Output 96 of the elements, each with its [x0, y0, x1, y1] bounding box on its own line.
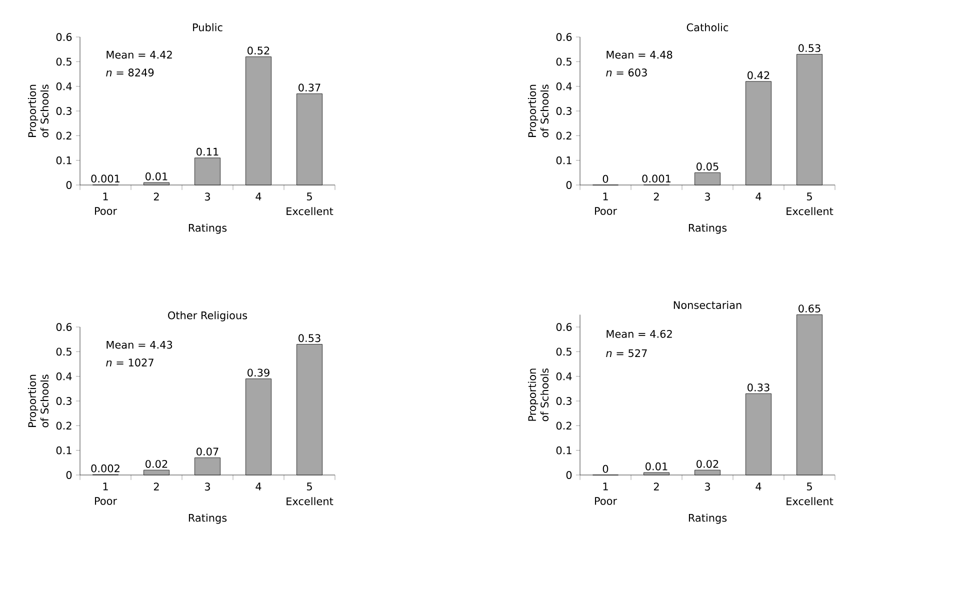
data-label: 0.001 [91, 174, 120, 183]
data-label: 0.01 [646, 462, 668, 470]
text: Poor [95, 497, 118, 505]
y-tick-label: 0.4 [56, 82, 72, 90]
data-label: 0.02 [146, 460, 168, 468]
text: Poor [595, 497, 618, 505]
x-tick-label: 5 [806, 482, 812, 490]
y-tick-label: 0.2 [56, 132, 72, 140]
x-tick-label: 4 [756, 482, 762, 490]
x-tick-label: 2 [654, 482, 659, 490]
data-label: 0.33 [748, 384, 770, 392]
y-axis-title: Proportion of Schools [28, 84, 49, 138]
data-label: 0.53 [798, 44, 820, 52]
chart-title: Other Religious [168, 311, 248, 322]
y-tick-label: 0.2 [556, 422, 572, 430]
data-label: 0.02 [696, 460, 718, 468]
x-tick-label: 3 [704, 192, 710, 201]
data-label: 0.002 [91, 464, 120, 472]
data-label: 0.07 [196, 448, 218, 456]
x-tick-label: 3 [204, 482, 210, 491]
y-tick-label: 0.3 [56, 107, 72, 115]
x-tick-label: 4 [756, 192, 762, 200]
x-tick-label: 1 [103, 192, 108, 200]
data-label: 0.39 [248, 368, 270, 377]
y-tick-label: 0.6 [56, 33, 72, 41]
y-tick-label: 0.3 [56, 397, 72, 405]
x-tick-label: 1 [603, 192, 608, 200]
data-label: 0.001 [642, 174, 671, 183]
x-tick-label: 4 [256, 192, 262, 200]
annotation: n = 527 [606, 349, 647, 358]
x-tick-label: 5 [306, 482, 312, 490]
x-axis-title: Ratings [688, 224, 727, 234]
x-tick-label: 1 [603, 482, 608, 490]
y-tick-label: 0 [66, 471, 72, 479]
y-tick-label: 0.6 [556, 33, 572, 41]
x-tick-label: 2 [154, 192, 159, 200]
data-label: 0.01 [146, 172, 168, 180]
data-label: 0.52 [248, 46, 270, 55]
x-tick-label: 5 [806, 192, 812, 200]
chart-title: Catholic [686, 23, 728, 32]
text: Excellent [786, 497, 834, 506]
y-tick-label: 0 [566, 181, 572, 189]
y-tick-label: 0.1 [56, 156, 72, 164]
x-tick-label: 5 [306, 192, 312, 200]
text: Excellent [786, 207, 834, 216]
y-tick-label: 0.5 [56, 58, 72, 66]
annotation: Mean = 4.48 [606, 50, 672, 59]
y-tick-label: 0.5 [556, 348, 572, 356]
y-tick-label: 0.1 [556, 156, 572, 164]
text: Excellent [286, 497, 334, 506]
y-tick-label: 0.1 [56, 446, 72, 454]
chart-title: Nonsectarian [674, 300, 742, 309]
data-label: 0.53 [298, 334, 320, 342]
data-label: 0 [602, 174, 608, 183]
y-axis-title: Proportion of Schools [528, 368, 549, 422]
x-tick-label: 2 [654, 192, 659, 200]
text: Poor [95, 207, 118, 215]
text: Excellent [286, 207, 334, 216]
y-axis-title: Proportion of Schools [28, 374, 49, 428]
annotation: Mean = 4.43 [106, 340, 172, 349]
y-tick-label: 0.5 [556, 58, 572, 66]
data-label: 0.42 [748, 71, 770, 80]
y-tick-label: 0.3 [556, 107, 572, 115]
data-label: 0.37 [298, 84, 320, 92]
y-tick-label: 0.4 [556, 372, 572, 380]
data-label: 0.11 [196, 148, 218, 156]
y-tick-label: 0.2 [56, 422, 72, 430]
annotation: Mean = 4.62 [606, 330, 672, 338]
y-tick-label: 0.4 [556, 82, 572, 90]
y-tick-label: 0.1 [556, 446, 572, 454]
x-tick-label: 2 [154, 482, 159, 490]
x-tick-label: 1 [103, 482, 108, 490]
annotation: n = 1027 [106, 358, 154, 366]
y-tick-label: 0.5 [56, 348, 72, 356]
y-tick-label: 0.6 [556, 323, 572, 331]
y-tick-label: 0.2 [556, 132, 572, 140]
data-label: 0.05 [696, 162, 718, 170]
data-label: 0 [602, 464, 608, 473]
y-tick-label: 0 [66, 181, 72, 189]
x-axis-title: Ratings [188, 224, 227, 234]
y-tick-label: 0.4 [56, 372, 72, 380]
annotation: n = 603 [606, 68, 647, 76]
annotation: Mean = 4.42 [106, 50, 172, 59]
y-axis-title: Proportion of Schools [528, 84, 549, 138]
y-tick-label: 0 [566, 471, 572, 479]
y-tick-label: 0.6 [56, 323, 72, 331]
text: Poor [595, 207, 618, 215]
data-label: 0.65 [798, 304, 820, 312]
x-tick-label: 3 [704, 482, 710, 491]
x-tick-label: 4 [256, 482, 262, 490]
chart-title: Public [193, 23, 222, 32]
annotation: n = 8249 [106, 68, 154, 76]
x-axis-title: Ratings [188, 514, 227, 524]
x-axis-title: Ratings [688, 514, 727, 524]
y-tick-label: 0.3 [556, 397, 572, 405]
x-tick-label: 3 [204, 192, 210, 201]
